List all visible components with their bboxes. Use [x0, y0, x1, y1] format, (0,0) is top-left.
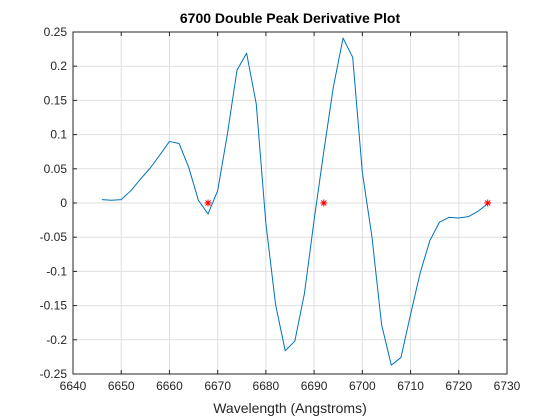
y-tick-label: 0.1 — [50, 128, 67, 142]
y-tick-label: 0.15 — [44, 93, 68, 107]
x-tick-label: 6650 — [108, 379, 135, 393]
x-tick-label: 6720 — [445, 379, 472, 393]
y-tick-labels: 0.25 0.2 0.15 0.1 0.05 0 -0.05 -0.1 -0.15 -0.2 -0.… — [40, 25, 68, 381]
x-tick-label: 6690 — [301, 379, 328, 393]
chart-title: 6700 Double Peak Derivative Plot — [180, 10, 401, 26]
y-tick-label: -0.1 — [46, 264, 67, 278]
x-tick-label: 6700 — [349, 379, 376, 393]
asterisk-marker — [320, 199, 328, 207]
y-tick-label: 0 — [60, 196, 67, 210]
asterisk-stroke — [320, 200, 327, 206]
asterisk-stroke — [484, 200, 491, 206]
x-tick-label: 6730 — [494, 379, 521, 393]
x-tick-labels: 6640 6650 6660 6670 6680 6690 6700 6710 6720 6730 — [60, 379, 521, 393]
data-line — [101, 37, 489, 366]
y-tick-label: 0.25 — [44, 25, 68, 39]
x-tick-label: 6670 — [204, 379, 231, 393]
x-tick-label: 6660 — [156, 379, 183, 393]
y-tick-label: -0.05 — [40, 230, 68, 244]
y-tick-label: 0.05 — [44, 162, 68, 176]
ticks — [72, 31, 508, 375]
y-tick-label: -0.2 — [46, 333, 67, 347]
asterisk-marker — [204, 199, 212, 207]
series-layer — [101, 37, 492, 366]
asterisk-stroke — [205, 200, 211, 206]
asterisk-marker — [484, 199, 492, 207]
grid — [73, 32, 507, 374]
y-tick-label: -0.25 — [40, 367, 68, 381]
x-tick-label: 6640 — [60, 379, 87, 393]
y-tick-label: 0.2 — [50, 59, 67, 73]
y-tick-label: -0.15 — [40, 299, 68, 313]
x-axis-label: Wavelength (Angstroms) — [213, 400, 367, 416]
x-tick-label: 6710 — [397, 379, 424, 393]
x-tick-label: 6680 — [253, 379, 280, 393]
